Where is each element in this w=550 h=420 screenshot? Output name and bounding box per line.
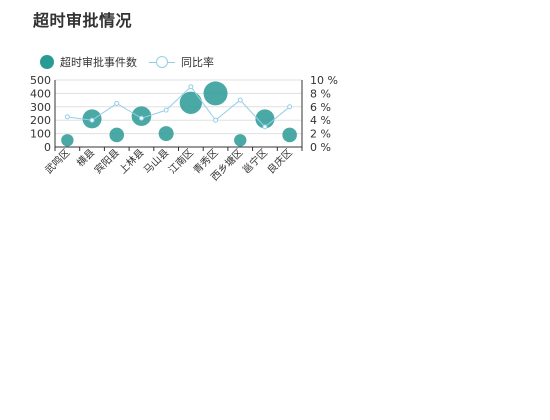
bubble-point <box>179 91 203 114</box>
legend: 超时审批事件数 同比率 <box>40 52 226 72</box>
rate-point <box>262 124 268 130</box>
legend-label-line: 同比率 <box>181 56 214 69</box>
chart-title: 超时审批情况 <box>33 11 133 30</box>
rate-point <box>188 84 194 90</box>
y-right-tick-label: 10 % <box>310 74 338 87</box>
y-left-tick-label: 500 <box>30 74 51 87</box>
bubble-point <box>109 127 125 143</box>
y-left-tick-label: 0 <box>44 141 51 154</box>
y-left-tick-label: 300 <box>30 101 51 114</box>
y-right-tick-label: 0 % <box>310 141 331 154</box>
y-left-tick-label: 200 <box>30 114 51 127</box>
y-left-tick-label: 100 <box>30 128 51 141</box>
y-right-tick-label: 6 % <box>310 101 331 114</box>
legend-label-bubble: 超时审批事件数 <box>60 56 137 69</box>
y-right-tick-label: 2 % <box>310 128 331 141</box>
rate-point <box>138 115 144 121</box>
legend-bubble-swatch <box>40 55 54 69</box>
legend-item-line[interactable]: 同比率 <box>149 54 214 70</box>
bubble-point <box>61 134 74 147</box>
x-tick-label: 横县 <box>74 146 97 169</box>
bubble-point <box>203 81 228 106</box>
x-tick-label: 邕宁区 <box>240 146 270 176</box>
rate-point <box>114 100 120 106</box>
rate-point <box>213 117 219 123</box>
rate-point <box>237 97 243 103</box>
y-left-tick-label: 400 <box>30 87 51 100</box>
x-tick-label: 宾阳县 <box>91 146 121 176</box>
bubble-point <box>158 126 174 142</box>
rate-point <box>89 117 95 123</box>
rate-line <box>67 85 290 128</box>
x-tick-label: 良庆区 <box>264 146 294 176</box>
bubble-point <box>234 134 247 147</box>
rate-point <box>287 104 293 110</box>
bubble-point <box>282 127 297 143</box>
rate-point <box>163 107 169 113</box>
legend-line-swatch <box>149 55 175 69</box>
legend-item-bubble[interactable]: 超时审批事件数 <box>40 54 137 70</box>
x-tick-label: 马山县 <box>142 147 172 177</box>
x-tick-label: 上林县 <box>116 146 146 176</box>
y-right-tick-label: 8 % <box>310 87 331 100</box>
x-tick-label: 江南区 <box>166 146 196 176</box>
y-right-tick-label: 4 % <box>310 114 331 127</box>
rate-point <box>64 114 70 120</box>
